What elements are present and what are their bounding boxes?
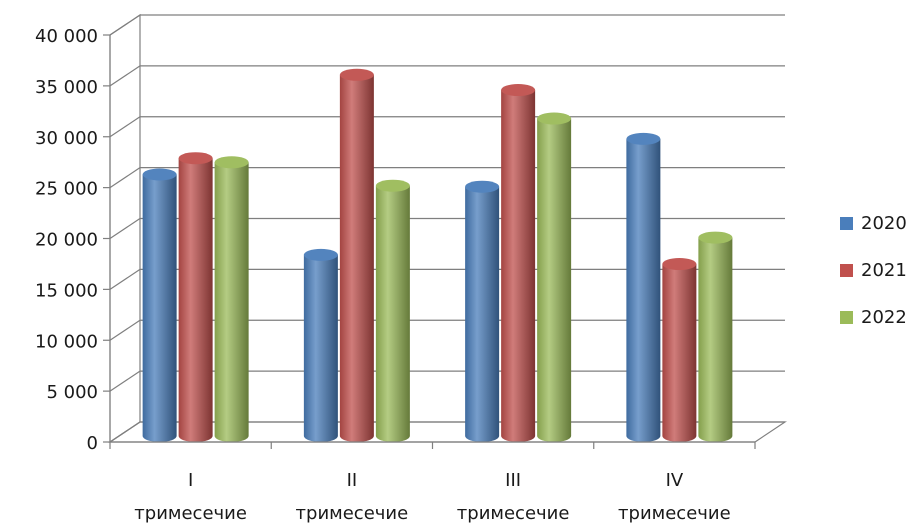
bar-2020-1: [142, 168, 177, 443]
legend-swatch: [840, 311, 853, 324]
bar-top: [537, 112, 572, 125]
y-axis-tick-labels: 0 5 000 10 000 15 000 20 000 25 000 30 000 35 0…: [35, 26, 98, 454]
x-tick-label: тримесечие: [296, 503, 409, 524]
x-tick-label: тримесечие: [457, 503, 570, 524]
bar-top: [339, 68, 374, 81]
legend-swatch: [840, 217, 853, 230]
bar-top: [698, 231, 733, 244]
gridlines: [109, 14, 785, 443]
x-tick-label: III: [505, 470, 521, 491]
bar-top: [626, 132, 661, 145]
x-tick-label: II: [347, 470, 358, 491]
gridline: [109, 116, 785, 138]
bar-body: [178, 158, 213, 443]
bar-2020-3: [465, 180, 500, 443]
bar-2021-1: [178, 152, 213, 443]
bar-top: [178, 152, 213, 165]
bar-top: [142, 168, 177, 181]
legend-item-2021: 2021: [840, 247, 920, 294]
y-tick-label: 25 000: [35, 179, 98, 200]
bar-2022-2: [375, 179, 410, 443]
legend-item-2022: 2022: [840, 294, 920, 341]
bar-2021-2: [339, 68, 374, 443]
y-tick-label: 15 000: [35, 280, 98, 301]
bar-top: [662, 258, 697, 271]
bar-2021-3: [501, 84, 536, 443]
bar-2022-3: [537, 112, 572, 443]
legend: 2020 2021 2022: [840, 200, 920, 341]
bar-body: [537, 118, 572, 443]
bar-top: [303, 248, 338, 261]
bar-2022-4: [698, 231, 733, 443]
x-tick-label: I: [188, 470, 193, 491]
x-tick-label: тримесечие: [134, 503, 247, 524]
x-tick-label: IV: [666, 470, 684, 491]
bar-series: [142, 68, 733, 443]
legend-label: 2022: [861, 307, 907, 328]
y-tick-label: 20 000: [35, 230, 98, 251]
legend-item-2020: 2020: [840, 200, 920, 247]
y-tick-label: 10 000: [35, 331, 98, 352]
y-tick-label: 0: [87, 433, 98, 454]
bar-top: [501, 84, 536, 97]
bar-top: [375, 179, 410, 192]
bar-body: [662, 264, 697, 443]
bar-body: [375, 185, 410, 443]
bar-body: [626, 138, 661, 443]
bar-top: [465, 180, 500, 193]
gridline: [109, 14, 785, 36]
bar-top: [214, 156, 249, 169]
bar-body: [465, 186, 500, 443]
bar-body: [501, 90, 536, 443]
axes: [103, 34, 756, 449]
y-tick-label: 5 000: [46, 382, 98, 403]
x-tick-label: тримесечие: [618, 503, 731, 524]
y-tick-label: 40 000: [35, 26, 98, 47]
legend-swatch: [840, 264, 853, 277]
legend-label: 2020: [861, 213, 907, 234]
bar-2020-2: [303, 248, 338, 443]
bar-2020-4: [626, 132, 661, 443]
bar-body: [303, 254, 338, 443]
bar-body: [142, 174, 177, 443]
bar-2022-1: [214, 156, 249, 443]
bar-2021-4: [662, 258, 697, 443]
y-tick-label: 30 000: [35, 128, 98, 149]
bar-body: [339, 74, 374, 443]
y-tick-label: 35 000: [35, 77, 98, 98]
legend-label: 2021: [861, 260, 907, 281]
gridline: [109, 65, 785, 87]
bar-body: [698, 237, 733, 443]
bar-body: [214, 162, 249, 443]
